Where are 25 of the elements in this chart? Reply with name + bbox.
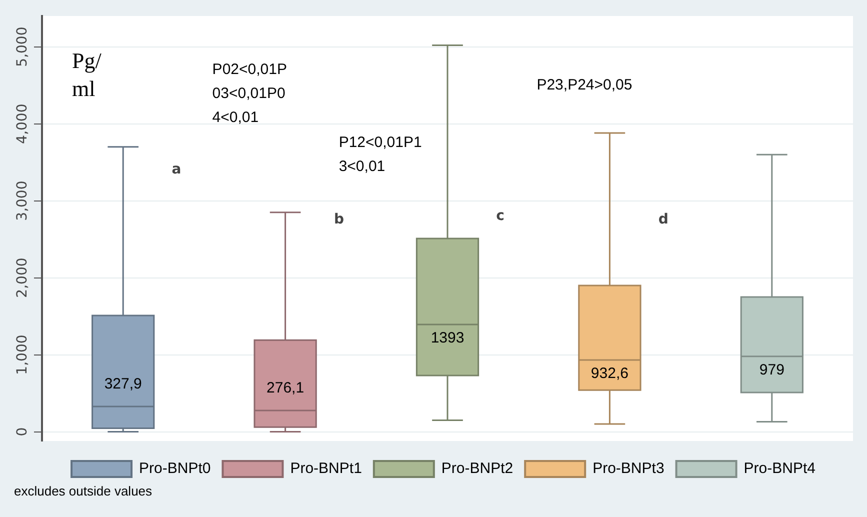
y-axis-title: Pg/ ml — [72, 48, 102, 101]
annotation: P23,P24>0,05 — [536, 76, 632, 94]
y-tick-label: 3,000 — [14, 180, 31, 221]
y-tick-label: 4,000 — [14, 104, 31, 144]
legend-label: Pro-BNPt1 — [290, 460, 362, 478]
annotation: d — [658, 212, 668, 228]
text: 932,6 — [590, 365, 628, 382]
legend-label: Pro-BNPt4 — [744, 460, 816, 478]
annotation: a — [172, 162, 182, 178]
legend-label: Pro-BNPt3 — [592, 460, 664, 478]
y-tick-label: 2,000 — [14, 258, 31, 298]
text: 327,9 — [104, 376, 142, 393]
y-tick-label: 0 — [14, 427, 31, 436]
y-tick-label: 1,000 — [14, 334, 31, 375]
annotation: P12<0,01P1 3<0,01 — [338, 134, 422, 176]
text: 276,1 — [266, 380, 304, 397]
legend-label: Pro-BNPt0 — [139, 460, 211, 478]
text: excludes outside values — [14, 484, 153, 499]
annotation: c — [496, 208, 504, 224]
annotation: P02<0,01P 03<0,01P0 4<0,01 — [212, 61, 287, 126]
y-tick-label: 5,000 — [14, 26, 31, 67]
legend-label: Pro-BNPt2 — [441, 460, 514, 478]
annotation: b — [334, 212, 344, 228]
text: 1393 — [430, 330, 464, 347]
text: 979 — [759, 362, 784, 379]
